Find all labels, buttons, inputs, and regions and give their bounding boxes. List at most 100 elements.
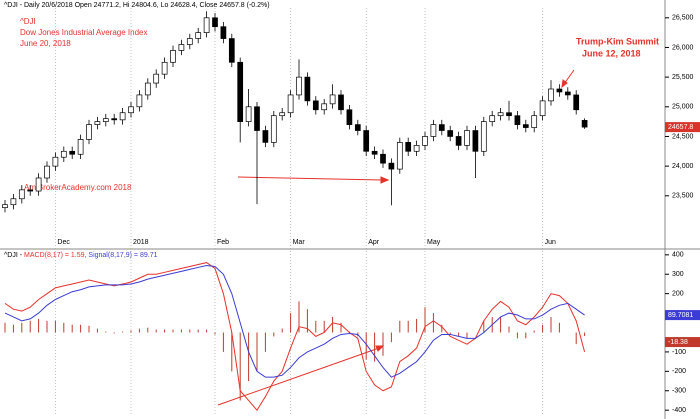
candle-body [455, 136, 462, 146]
x-tick-label: Mar [293, 239, 306, 246]
x-tick-label: Jun [545, 239, 556, 246]
candle-body [35, 177, 42, 192]
candle-body [363, 130, 370, 152]
candle-body [388, 162, 395, 170]
y-tick-label: 200 [672, 291, 684, 298]
y-tick-label: 24,000 [672, 163, 694, 170]
candle-body [556, 88, 563, 93]
candle-body [212, 17, 218, 28]
price-tag-label: 24657.8 [668, 124, 693, 131]
y-tick-label: 24,500 [672, 133, 694, 140]
candle-body [497, 112, 504, 117]
candle-body [539, 100, 546, 117]
candle-body [102, 118, 109, 122]
candle-body [354, 124, 361, 131]
macd-title: ^DJI - MACD(8,17) = 1.59, Signal(8,17,9)… [4, 252, 158, 259]
candle-body [10, 198, 17, 206]
arrowhead [561, 79, 568, 89]
histogram-tag [665, 337, 700, 348]
candle-body [405, 142, 412, 152]
candle-body [203, 17, 210, 33]
candle-body [220, 26, 227, 39]
candle-body [304, 76, 311, 102]
candle-body [338, 94, 344, 111]
annotation: AmiBrokerAcademy.com 2018 [24, 183, 132, 192]
candle-body [153, 73, 160, 84]
candle-body [161, 61, 168, 75]
macd-line [4, 262, 586, 412]
y-tick-label: 300 [672, 271, 684, 278]
y-tick-label: -200 [672, 368, 686, 375]
candle-body [531, 115, 538, 128]
candle-body [296, 76, 302, 96]
annotation: June 12, 2018 [582, 48, 641, 58]
candle-body [321, 103, 328, 111]
candle-body [27, 189, 34, 192]
candle-body [346, 109, 353, 125]
candle-body [228, 38, 235, 63]
candle-body [195, 32, 202, 39]
candle-body [464, 130, 470, 146]
arrowhead [380, 176, 390, 184]
candle-body [447, 130, 454, 137]
candle-body [237, 61, 244, 122]
price-tag [665, 122, 700, 133]
candle-body [119, 112, 126, 121]
arrowhead [375, 345, 385, 352]
candle-body [186, 38, 193, 45]
candle-body [514, 115, 521, 125]
candle-body [581, 120, 588, 128]
candle-body [178, 44, 185, 51]
candle-body [254, 106, 260, 131]
x-tick-label: 2018 [133, 239, 149, 246]
candle-body [136, 94, 143, 108]
candle-body [522, 124, 529, 128]
macd-line [4, 264, 585, 378]
histogram-tag-label: -18.38 [668, 339, 688, 346]
signal-tag [665, 310, 700, 321]
candle-body [279, 112, 286, 117]
candle-body [489, 115, 496, 122]
candle-body [60, 150, 67, 158]
candle-body [69, 150, 76, 155]
macd-title-prefix: ^DJI - [4, 252, 24, 259]
candle-body [144, 82, 151, 96]
macd-title-macd: MACD(8,17) = 1.59 [24, 252, 85, 259]
y-tick-label: -100 [672, 349, 686, 356]
y-tick-label: 26,000 [672, 44, 694, 51]
candle-body [262, 130, 269, 143]
y-tick-label: 23,500 [672, 193, 694, 200]
annotation: June 20, 2018 [20, 39, 71, 48]
candle-body [86, 124, 92, 140]
candle-body [170, 50, 176, 63]
annotation: Trump-Kim Summit [576, 36, 659, 46]
y-tick-label: 25,000 [672, 104, 694, 111]
arrow [237, 176, 385, 181]
candle-body [2, 204, 8, 209]
candle-body [44, 165, 50, 179]
candle-body [480, 121, 487, 152]
candle-body [472, 130, 479, 152]
candle-body [312, 100, 319, 111]
y-tick-label: -400 [672, 407, 686, 414]
candle-body [94, 121, 101, 125]
y-tick-label: 25,500 [672, 74, 694, 81]
macd-title-signal: , Signal(8,17,9) = 89.71 [85, 252, 158, 259]
candle-body [287, 94, 294, 114]
x-tick-label: Feb [217, 239, 229, 246]
candle-body [371, 150, 378, 155]
y-tick-label: 400 [672, 252, 684, 259]
candle-body [422, 136, 428, 146]
candle-body [380, 153, 386, 164]
chart-title: ^DJI - Daily 20/6/2018 Open 24771.2, Hi … [4, 2, 270, 9]
annotation: ^DJI [20, 17, 36, 26]
candle-body [329, 94, 336, 105]
candle-body [413, 145, 420, 152]
candle-body [506, 112, 512, 117]
candle-body [18, 189, 25, 200]
candle-body [438, 124, 445, 131]
x-tick-label: Dec [57, 239, 70, 246]
y-tick-label: -300 [672, 388, 686, 395]
candle-body [430, 124, 437, 137]
